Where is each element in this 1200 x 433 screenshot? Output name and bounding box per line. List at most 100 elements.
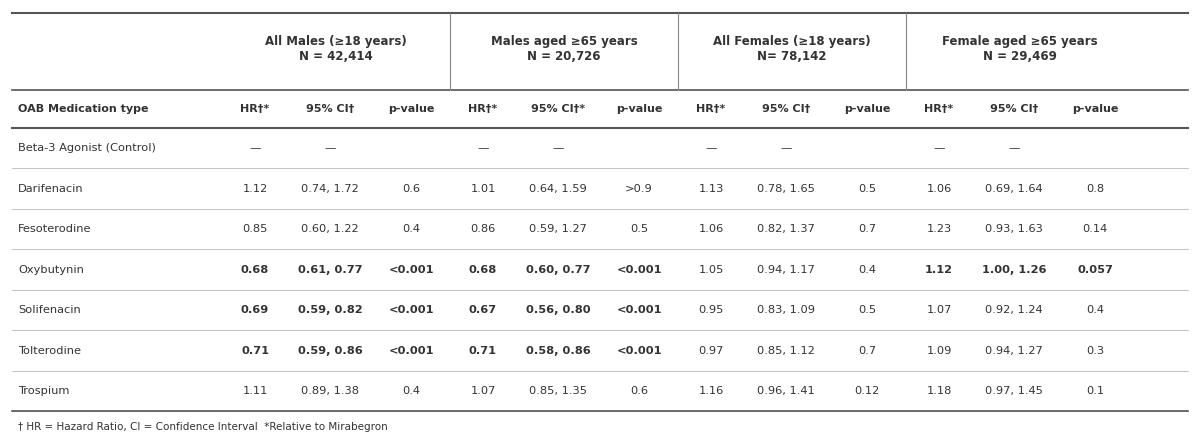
Text: 0.74, 1.72: 0.74, 1.72	[301, 184, 359, 194]
Text: 0.85, 1.12: 0.85, 1.12	[757, 346, 815, 355]
Text: 0.8: 0.8	[1086, 184, 1104, 194]
Text: —: —	[552, 143, 564, 153]
Text: p-value: p-value	[1072, 104, 1118, 114]
Text: HR†*: HR†*	[696, 104, 726, 114]
Text: 95% CI†*: 95% CI†*	[530, 104, 586, 114]
Text: —: —	[478, 143, 488, 153]
Text: 0.71: 0.71	[241, 346, 269, 355]
Text: 0.86: 0.86	[470, 224, 496, 234]
Text: —: —	[934, 143, 944, 153]
Text: † HR = Hazard Ratio, CI = Confidence Interval  *Relative to Mirabegron: † HR = Hazard Ratio, CI = Confidence Int…	[18, 422, 388, 432]
Text: 95% CI†: 95% CI†	[306, 104, 354, 114]
Text: —: —	[324, 143, 336, 153]
Text: p-value: p-value	[844, 104, 890, 114]
Text: 0.12: 0.12	[854, 386, 880, 396]
Text: <0.001: <0.001	[389, 305, 433, 315]
Text: 0.5: 0.5	[630, 224, 648, 234]
Text: 0.95: 0.95	[698, 305, 724, 315]
Text: 95% CI†: 95% CI†	[990, 104, 1038, 114]
Text: HR†*: HR†*	[924, 104, 954, 114]
Text: 1.07: 1.07	[926, 305, 952, 315]
Text: 0.58, 0.86: 0.58, 0.86	[526, 346, 590, 355]
Text: 0.85: 0.85	[242, 224, 268, 234]
Text: 0.60, 1.22: 0.60, 1.22	[301, 224, 359, 234]
Text: 0.59, 0.86: 0.59, 0.86	[298, 346, 362, 355]
Text: OAB Medication type: OAB Medication type	[18, 104, 149, 114]
Text: 1.18: 1.18	[926, 386, 952, 396]
Text: 0.4: 0.4	[402, 386, 420, 396]
Text: Fesoterodine: Fesoterodine	[18, 224, 91, 234]
Text: 0.69, 1.64: 0.69, 1.64	[985, 184, 1043, 194]
Text: 0.7: 0.7	[858, 346, 876, 355]
Text: 1.05: 1.05	[698, 265, 724, 275]
Text: 0.71: 0.71	[469, 346, 497, 355]
Text: 0.59, 0.82: 0.59, 0.82	[298, 305, 362, 315]
Text: 1.12: 1.12	[242, 184, 268, 194]
Text: 0.56, 0.80: 0.56, 0.80	[526, 305, 590, 315]
Text: 0.59, 1.27: 0.59, 1.27	[529, 224, 587, 234]
Text: 1.01: 1.01	[470, 184, 496, 194]
Text: p-value: p-value	[388, 104, 434, 114]
Text: —: —	[706, 143, 716, 153]
Text: <0.001: <0.001	[617, 305, 661, 315]
Text: Trospium: Trospium	[18, 386, 70, 396]
Text: <0.001: <0.001	[617, 346, 661, 355]
Text: 1.06: 1.06	[698, 224, 724, 234]
Text: 0.96, 1.41: 0.96, 1.41	[757, 386, 815, 396]
Text: 0.94, 1.27: 0.94, 1.27	[985, 346, 1043, 355]
Text: 1.06: 1.06	[926, 184, 952, 194]
Text: All Females (≥18 years)
N= 78,142: All Females (≥18 years) N= 78,142	[713, 35, 871, 63]
Text: 0.97: 0.97	[698, 346, 724, 355]
Text: Oxybutynin: Oxybutynin	[18, 265, 84, 275]
Text: All Males (≥18 years)
N = 42,414: All Males (≥18 years) N = 42,414	[265, 35, 407, 63]
Text: <0.001: <0.001	[389, 346, 433, 355]
Text: 0.5: 0.5	[858, 305, 876, 315]
Text: 0.60, 0.77: 0.60, 0.77	[526, 265, 590, 275]
Text: 0.057: 0.057	[1078, 265, 1112, 275]
Text: 0.85, 1.35: 0.85, 1.35	[529, 386, 587, 396]
Text: —: —	[780, 143, 792, 153]
Text: 0.69: 0.69	[241, 305, 269, 315]
Text: —: —	[1008, 143, 1020, 153]
Text: 0.67: 0.67	[469, 305, 497, 315]
Text: 0.68: 0.68	[469, 265, 497, 275]
Text: Female aged ≥65 years
N = 29,469: Female aged ≥65 years N = 29,469	[942, 35, 1098, 63]
Text: 1.00, 1.26: 1.00, 1.26	[982, 265, 1046, 275]
Text: 0.82, 1.37: 0.82, 1.37	[757, 224, 815, 234]
Text: 1.09: 1.09	[926, 346, 952, 355]
Text: 0.61, 0.77: 0.61, 0.77	[298, 265, 362, 275]
Text: 0.5: 0.5	[858, 184, 876, 194]
Text: 1.12: 1.12	[925, 265, 953, 275]
Text: 0.68: 0.68	[241, 265, 269, 275]
Text: HR†*: HR†*	[468, 104, 498, 114]
Text: 0.4: 0.4	[1086, 305, 1104, 315]
Text: 0.93, 1.63: 0.93, 1.63	[985, 224, 1043, 234]
Text: <0.001: <0.001	[389, 265, 433, 275]
Text: 1.11: 1.11	[242, 386, 268, 396]
Text: 0.6: 0.6	[402, 184, 420, 194]
Text: 0.14: 0.14	[1082, 224, 1108, 234]
Text: 0.89, 1.38: 0.89, 1.38	[301, 386, 359, 396]
Text: 95% CI†: 95% CI†	[762, 104, 810, 114]
Text: 0.3: 0.3	[1086, 346, 1104, 355]
Text: Tolterodine: Tolterodine	[18, 346, 82, 355]
Text: 0.4: 0.4	[402, 224, 420, 234]
Text: Solifenacin: Solifenacin	[18, 305, 80, 315]
Text: 0.78, 1.65: 0.78, 1.65	[757, 184, 815, 194]
Text: 1.23: 1.23	[926, 224, 952, 234]
Text: 0.94, 1.17: 0.94, 1.17	[757, 265, 815, 275]
Text: —: —	[250, 143, 260, 153]
Text: 0.64, 1.59: 0.64, 1.59	[529, 184, 587, 194]
Text: HR†*: HR†*	[240, 104, 270, 114]
Text: Males aged ≥65 years
N = 20,726: Males aged ≥65 years N = 20,726	[491, 35, 637, 63]
Text: p-value: p-value	[616, 104, 662, 114]
Text: <0.001: <0.001	[617, 265, 661, 275]
Text: 0.97, 1.45: 0.97, 1.45	[985, 386, 1043, 396]
Text: 0.92, 1.24: 0.92, 1.24	[985, 305, 1043, 315]
Text: 1.13: 1.13	[698, 184, 724, 194]
Text: Darifenacin: Darifenacin	[18, 184, 84, 194]
Text: 0.1: 0.1	[1086, 386, 1104, 396]
Text: >0.9: >0.9	[625, 184, 653, 194]
Text: 0.83, 1.09: 0.83, 1.09	[757, 305, 815, 315]
Text: 1.07: 1.07	[470, 386, 496, 396]
